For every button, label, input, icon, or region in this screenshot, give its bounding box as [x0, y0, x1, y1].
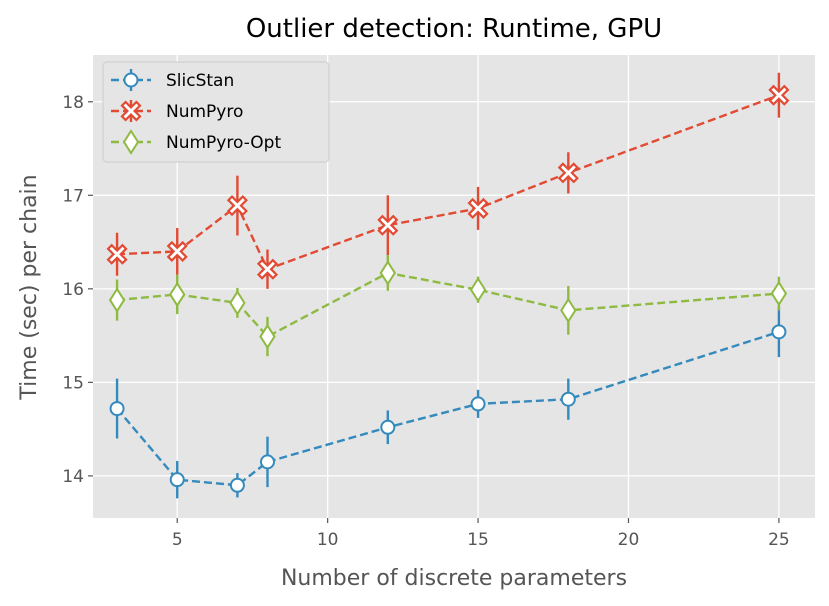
- x-tick-label: 5: [172, 530, 183, 550]
- legend-label: NumPyro: [166, 102, 243, 122]
- data-point: [166, 240, 188, 262]
- data-point: [469, 276, 487, 303]
- legend-item-numpyro-opt: NumPyro-Opt: [111, 129, 281, 155]
- data-point: [226, 195, 248, 217]
- series-slicstan: [109, 306, 787, 499]
- x-tick-label: 10: [317, 530, 339, 550]
- data-point: [560, 297, 577, 324]
- legend-label: SlicStan: [166, 71, 234, 91]
- legend-box: [102, 61, 330, 163]
- data-point: [470, 396, 486, 412]
- data-point: [380, 419, 396, 435]
- legend-marker: [120, 100, 142, 122]
- series-line: [116, 330, 780, 487]
- series-numpyro: [106, 72, 790, 289]
- x-tick-label: 15: [467, 530, 489, 550]
- x-axis-label: Number of discrete parameters: [281, 566, 627, 591]
- y-tick-label: 17: [62, 186, 84, 206]
- data-point: [557, 162, 579, 184]
- data-point: [560, 391, 576, 407]
- series-group: [106, 72, 790, 499]
- series-line: [116, 271, 779, 339]
- y-tick-label: 14: [62, 467, 84, 487]
- x-ticks: 5 10 15 20 25: [172, 518, 790, 550]
- data-point: [259, 454, 275, 470]
- chart-title: Outlier detection: Runtime, GPU: [246, 14, 662, 44]
- y-axis-label: Time (sec) per chain: [17, 174, 42, 400]
- data-point: [256, 258, 279, 280]
- data-point: [229, 477, 245, 493]
- y-tick-label: 18: [62, 93, 84, 113]
- legend-label: NumPyro-Opt: [166, 133, 281, 153]
- data-point: [379, 260, 397, 286]
- y-tick-label: 16: [62, 280, 84, 300]
- data-point: [377, 214, 399, 236]
- data-point: [108, 287, 126, 313]
- legend-item-numpyro: NumPyro: [111, 100, 243, 122]
- legend-item-slicstan: SlicStan: [111, 69, 234, 91]
- data-point: [768, 84, 790, 106]
- data-point: [229, 290, 246, 316]
- legend: SlicStan NumPyro NumPyro-Opt: [102, 61, 330, 163]
- data-point: [106, 243, 128, 265]
- y-tick-label: 15: [62, 373, 84, 393]
- legend-marker: [123, 72, 139, 88]
- legend-marker: [122, 129, 140, 155]
- data-point: [467, 197, 489, 219]
- y-ticks: 14 15 16 17 18: [62, 93, 93, 487]
- data-point: [169, 472, 185, 488]
- data-point: [169, 281, 186, 308]
- data-point: [770, 280, 788, 307]
- x-tick-label: 20: [618, 530, 640, 550]
- data-point: [771, 324, 787, 340]
- data-point: [109, 401, 125, 417]
- data-point: [259, 323, 276, 350]
- series-numpyro-opt: [108, 255, 788, 357]
- series-line: [117, 94, 780, 271]
- x-tick-label: 25: [768, 530, 790, 550]
